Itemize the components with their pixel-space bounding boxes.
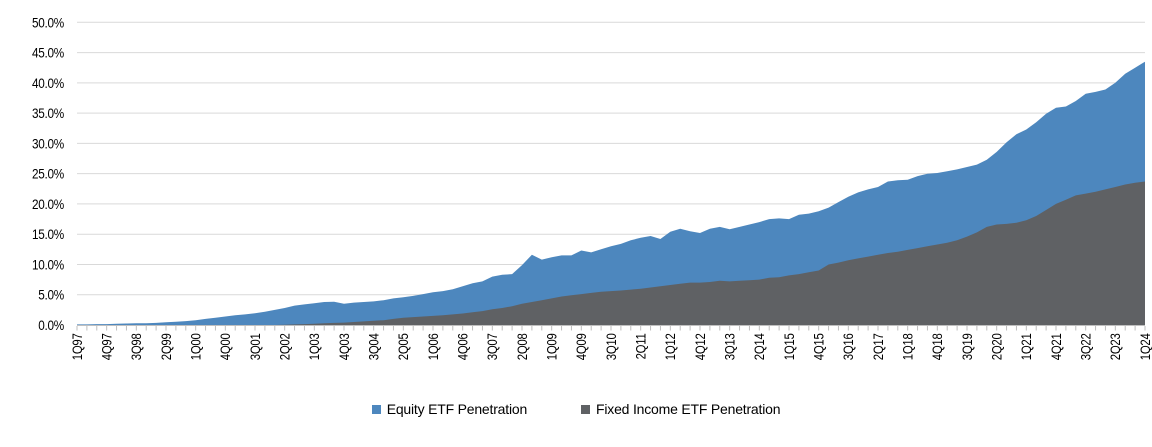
x-axis-tick-label: 1Q24 xyxy=(1138,333,1152,360)
x-axis-tick-label: 2Q17 xyxy=(871,333,886,360)
y-axis-tick-label: 30.0% xyxy=(32,135,65,151)
y-axis-tick-label: 0.0% xyxy=(38,317,64,333)
x-axis-tick-label: 4Q21 xyxy=(1049,333,1064,360)
x-axis-tick-label: 3Q04 xyxy=(367,333,382,360)
x-axis-tick-label: 2Q11 xyxy=(634,333,649,359)
x-axis-tick-label: 2Q20 xyxy=(990,333,1005,360)
x-axis-tick-label: 1Q09 xyxy=(545,333,560,360)
x-axis-tick-label: 3Q19 xyxy=(960,333,975,360)
x-axis-tick-label: 3Q98 xyxy=(129,333,144,360)
y-axis-tick-label: 50.0% xyxy=(32,14,65,30)
legend-label: Fixed Income ETF Penetration xyxy=(596,401,781,417)
y-axis-tick-label: 25.0% xyxy=(32,166,65,182)
x-axis-tick-label: 1Q18 xyxy=(901,333,916,360)
x-axis-tick-label: 2Q05 xyxy=(396,333,411,360)
x-axis-tick-label: 2Q14 xyxy=(752,333,767,360)
y-axis-tick-label: 20.0% xyxy=(32,196,65,212)
x-axis-tick-label: 1Q15 xyxy=(782,333,797,360)
x-axis-tick-label: 4Q12 xyxy=(693,333,708,360)
x-axis-tick-label: 1Q97 xyxy=(70,333,85,360)
x-axis-tick-label: 4Q97 xyxy=(100,333,115,360)
x-axis-tick-label: 4Q09 xyxy=(574,333,589,360)
x-axis-tick-label: 2Q08 xyxy=(515,333,530,360)
fixed-income-area xyxy=(77,181,1145,325)
y-axis-tick-label: 5.0% xyxy=(38,287,64,303)
x-axis-tick-label: 1Q00 xyxy=(189,333,204,360)
x-axis-tick-label: 2Q02 xyxy=(278,333,293,360)
x-axis-tick-label: 1Q12 xyxy=(663,333,678,360)
x-axis-tick-label: 3Q22 xyxy=(1079,333,1094,360)
x-axis-tick-label: 1Q06 xyxy=(426,333,441,360)
x-axis-tick-label: 4Q00 xyxy=(218,333,233,360)
x-axis-tick-label: 3Q10 xyxy=(604,333,619,360)
x-axis-tick-label: 2Q99 xyxy=(159,333,174,360)
chart-legend: Equity ETF Penetration Fixed Income ETF P… xyxy=(0,401,1152,417)
legend-label: Equity ETF Penetration xyxy=(386,401,528,417)
y-axis-tick-label: 15.0% xyxy=(32,226,65,242)
y-axis-tick-label: 45.0% xyxy=(32,45,65,61)
legend-item-fixed-income: Fixed Income ETF Penetration xyxy=(581,401,780,417)
x-axis-tick-label: 4Q03 xyxy=(337,333,352,360)
x-axis-tick-label: 2Q23 xyxy=(1108,333,1123,360)
x-axis-tick-label: 3Q01 xyxy=(248,333,263,360)
x-axis-tick-label: 3Q13 xyxy=(723,333,738,360)
x-axis-tick-label: 4Q18 xyxy=(930,333,945,360)
y-axis-tick-label: 40.0% xyxy=(32,75,65,91)
x-axis-tick-label: 3Q07 xyxy=(485,333,500,360)
y-axis-tick-label: 10.0% xyxy=(32,257,65,273)
x-axis-tick-label: 3Q16 xyxy=(841,333,856,360)
x-axis-tick-label: 4Q15 xyxy=(812,333,827,360)
legend-item-equity: Equity ETF Penetration xyxy=(371,401,528,417)
x-axis-tick-label: 1Q03 xyxy=(307,333,322,360)
x-axis-tick-label: 1Q21 xyxy=(1019,333,1034,360)
legend-swatch-icon xyxy=(371,404,381,414)
x-axis-tick-label: 4Q06 xyxy=(456,333,471,360)
y-axis-tick-label: 35.0% xyxy=(32,105,65,121)
legend-swatch-icon xyxy=(581,404,591,414)
